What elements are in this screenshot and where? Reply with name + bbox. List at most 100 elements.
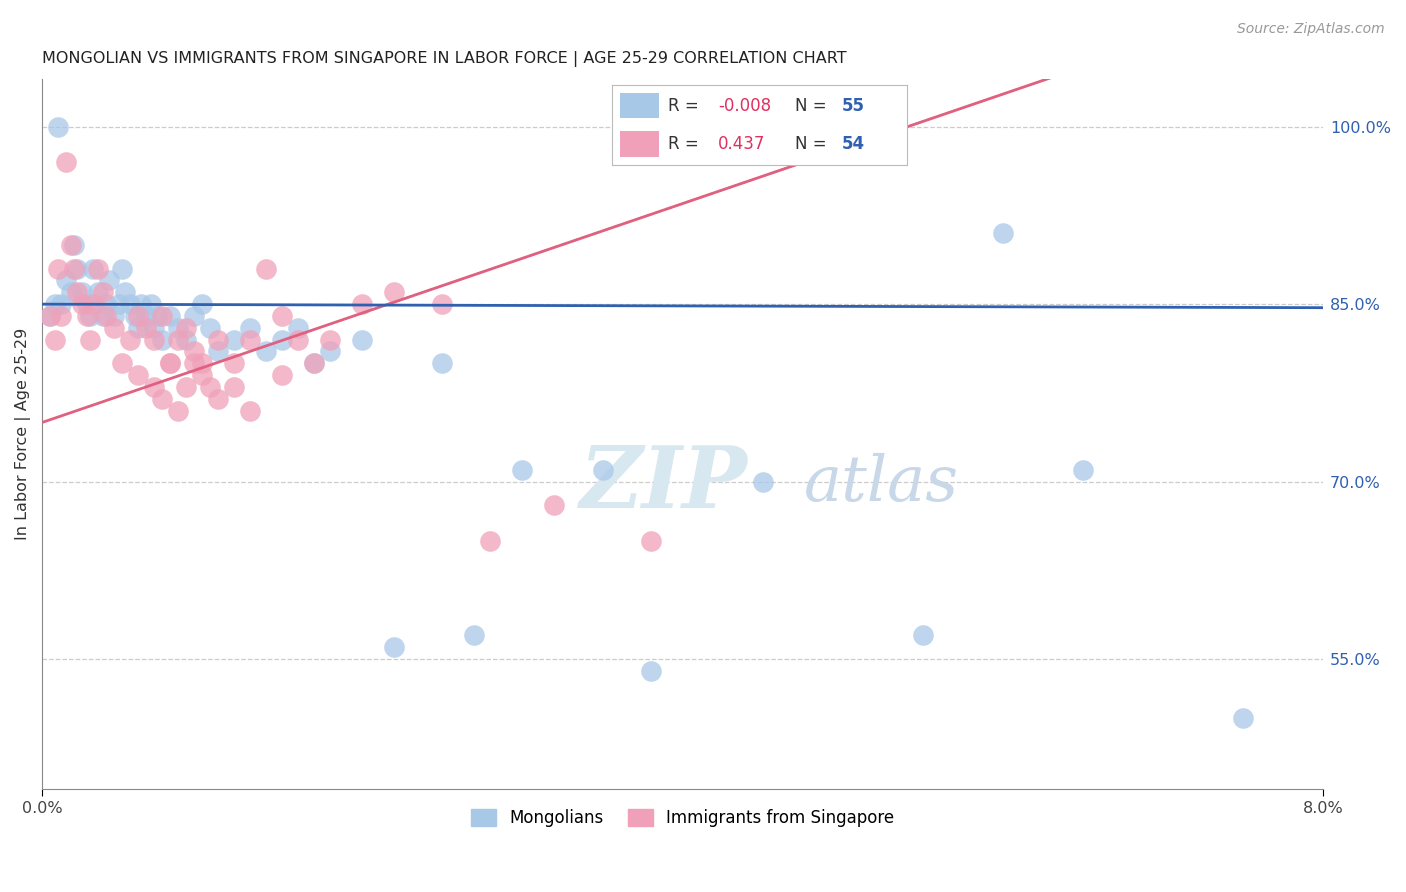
Point xyxy=(159,356,181,370)
Point xyxy=(143,320,166,334)
Point xyxy=(432,356,454,370)
Point xyxy=(44,333,66,347)
Point xyxy=(120,297,142,311)
Point xyxy=(46,120,69,134)
Point xyxy=(127,309,149,323)
Text: N =: N = xyxy=(794,96,831,114)
Point xyxy=(76,297,98,311)
Point xyxy=(432,297,454,311)
Point xyxy=(191,297,214,311)
Point xyxy=(46,261,69,276)
Point xyxy=(911,628,934,642)
Point xyxy=(159,309,181,323)
Point xyxy=(640,664,662,678)
Point xyxy=(79,333,101,347)
Text: 54: 54 xyxy=(842,136,865,153)
Point xyxy=(207,392,229,406)
Point xyxy=(70,297,93,311)
Text: 0.437: 0.437 xyxy=(718,136,765,153)
Text: R =: R = xyxy=(668,136,709,153)
Point xyxy=(352,333,374,347)
Point xyxy=(271,309,294,323)
Point xyxy=(319,333,342,347)
Point xyxy=(174,380,197,394)
Text: Source: ZipAtlas.com: Source: ZipAtlas.com xyxy=(1237,22,1385,37)
Text: MONGOLIAN VS IMMIGRANTS FROM SINGAPORE IN LABOR FORCE | AGE 25-29 CORRELATION CH: MONGOLIAN VS IMMIGRANTS FROM SINGAPORE I… xyxy=(42,51,846,67)
Point xyxy=(167,333,190,347)
Point xyxy=(382,640,405,655)
Point xyxy=(120,333,142,347)
Point xyxy=(63,238,86,252)
Point xyxy=(319,344,342,359)
Point xyxy=(159,356,181,370)
Point xyxy=(167,320,190,334)
Text: -0.008: -0.008 xyxy=(718,96,770,114)
Point xyxy=(55,155,77,169)
Text: R =: R = xyxy=(668,96,704,114)
Point xyxy=(304,356,326,370)
Point xyxy=(143,380,166,394)
Point xyxy=(98,273,121,287)
Point xyxy=(207,333,229,347)
Point xyxy=(1232,711,1254,725)
Point xyxy=(287,320,309,334)
Point xyxy=(200,380,222,394)
Point xyxy=(51,297,73,311)
Text: atlas: atlas xyxy=(804,453,959,515)
Point xyxy=(108,297,131,311)
Point xyxy=(82,261,104,276)
Point xyxy=(103,309,125,323)
Point xyxy=(135,320,157,334)
Point xyxy=(382,285,405,300)
Point xyxy=(352,297,374,311)
Point xyxy=(254,261,277,276)
Point xyxy=(167,403,190,417)
Point xyxy=(271,333,294,347)
Text: 55: 55 xyxy=(842,96,865,114)
Point xyxy=(70,285,93,300)
Bar xyxy=(620,131,659,157)
Point xyxy=(91,309,114,323)
Point xyxy=(207,344,229,359)
Point xyxy=(479,533,502,548)
Point xyxy=(543,498,565,512)
Point xyxy=(150,309,173,323)
Point xyxy=(131,297,153,311)
Legend: Mongolians, Immigrants from Singapore: Mongolians, Immigrants from Singapore xyxy=(464,803,901,834)
Point xyxy=(224,333,246,347)
Point xyxy=(87,261,110,276)
Point xyxy=(39,309,62,323)
Point xyxy=(82,297,104,311)
Point xyxy=(183,309,205,323)
Point xyxy=(44,297,66,311)
Point xyxy=(239,403,262,417)
Point xyxy=(139,297,162,311)
Point xyxy=(143,333,166,347)
Point xyxy=(463,628,485,642)
Point xyxy=(239,320,262,334)
Point xyxy=(191,368,214,383)
Point xyxy=(254,344,277,359)
Point xyxy=(150,392,173,406)
Point xyxy=(640,533,662,548)
Point xyxy=(124,309,146,323)
Point xyxy=(1071,463,1094,477)
Point xyxy=(114,285,136,300)
Point xyxy=(59,238,82,252)
Point xyxy=(512,463,534,477)
Point xyxy=(96,297,118,311)
Point xyxy=(174,333,197,347)
Point xyxy=(239,333,262,347)
Point xyxy=(224,380,246,394)
Point xyxy=(51,309,73,323)
Point xyxy=(127,320,149,334)
Point xyxy=(183,356,205,370)
Point xyxy=(991,226,1014,240)
Point xyxy=(592,463,614,477)
Point xyxy=(287,333,309,347)
Point xyxy=(304,356,326,370)
Point xyxy=(183,344,205,359)
Point xyxy=(111,356,134,370)
Point xyxy=(39,309,62,323)
Point xyxy=(103,320,125,334)
